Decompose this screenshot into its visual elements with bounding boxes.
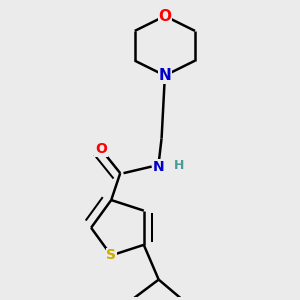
Text: N: N: [158, 68, 171, 83]
Text: O: O: [95, 142, 107, 156]
Text: S: S: [106, 248, 116, 262]
Text: O: O: [158, 8, 171, 23]
Text: N: N: [152, 160, 164, 173]
Text: H: H: [174, 159, 184, 172]
